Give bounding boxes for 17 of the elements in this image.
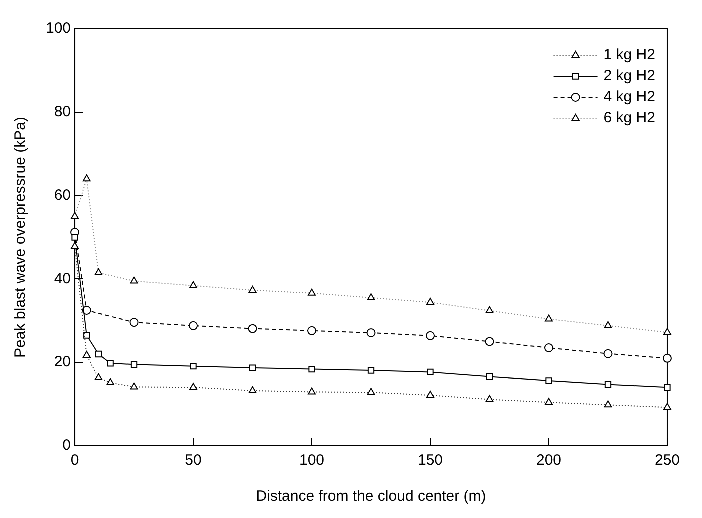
- y-tick-label: 100: [46, 20, 72, 38]
- y-tick-label: 40: [54, 270, 72, 288]
- y-tick-label: 20: [54, 354, 72, 371]
- legend-label: 2 kg H2: [604, 68, 656, 85]
- x-tick-label: 250: [654, 452, 680, 470]
- x-axis-title: Distance from the cloud center (m): [256, 488, 486, 506]
- x-tick-label: 100: [299, 452, 325, 470]
- legend-label: 4 kg H2: [604, 88, 656, 106]
- x-tick-label: 150: [418, 452, 444, 470]
- legend-label: 1 kg H2: [604, 46, 656, 64]
- y-axis-title: Peak blast wave overpressrue (kPa): [12, 117, 30, 358]
- x-tick-label: 200: [536, 452, 562, 470]
- y-tick-label: 60: [54, 186, 72, 204]
- x-tick-label: 50: [185, 452, 202, 470]
- legend-label: 6 kg H2: [604, 110, 656, 127]
- y-tick-label: 0: [62, 437, 72, 454]
- y-tick-label: 80: [54, 104, 72, 121]
